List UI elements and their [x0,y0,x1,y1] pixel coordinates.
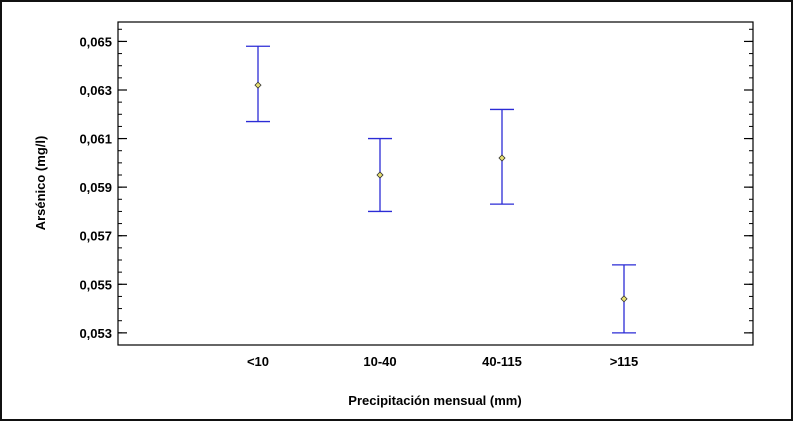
y-tick-label: 0,061 [79,132,112,147]
y-tick-label: 0,065 [79,34,112,49]
x-tick-label: >115 [610,354,639,369]
y-axis-title: Arsénico (mg/l) [33,136,48,231]
y-tick-label: 0,063 [79,83,112,98]
mean-marker [376,171,384,179]
x-tick-label: 40-115 [482,354,522,369]
mean-marker [254,81,262,89]
x-axis-title: Precipitación mensual (mm) [348,393,521,408]
error-bar-group [246,45,270,123]
mean-marker [498,154,506,162]
y-tick-label: 0,057 [79,229,112,244]
data-series [246,45,636,334]
error-bar-group [612,264,636,334]
y-tick-label: 0,055 [79,277,112,292]
y-tick-label: 0,053 [79,326,112,341]
x-tick-label: 10-40 [363,354,396,369]
error-bar-group [490,108,514,205]
error-bar-group [368,137,392,213]
plot-area [117,21,754,346]
x-axis: <10 10-40 40-115 >115 [247,354,638,369]
x-tick-label: <10 [247,354,269,369]
mean-marker [620,295,628,303]
y-tick-label: 0,059 [79,180,112,195]
y-axis: 0,053 0,055 0,057 0,059 0,061 0,063 0,065 [79,28,753,346]
